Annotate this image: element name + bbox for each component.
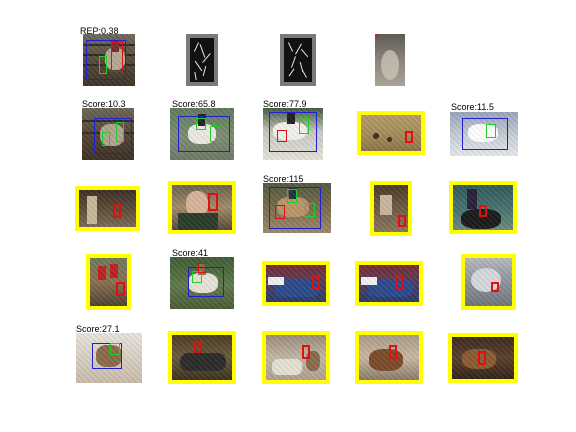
thumb-r4c2-white-horse-field [170, 257, 234, 309]
part-filter-box [116, 122, 124, 142]
thumb-r1c2-hog-root-filter [186, 34, 218, 86]
part-filter-box [299, 118, 309, 134]
part-filter-box [210, 126, 220, 142]
thumb-r5c4-false-positive-dog [355, 331, 423, 384]
thumb-r4c1-false-positive-cyclists [86, 254, 131, 310]
part-filter-box [305, 203, 315, 217]
false-detection-box [479, 205, 487, 217]
thumb-r4c4-false-positive-truck [355, 261, 423, 306]
thumb-r3c5-false-positive-rider [449, 181, 517, 234]
part-filter-box [110, 343, 120, 355]
false-detection-box [113, 204, 121, 218]
thumb-r3c1-false-positive-indoor [75, 186, 140, 231]
thumb-r3c3-horse-jump [263, 183, 331, 233]
part-filter-box [275, 205, 285, 219]
thumb-r5c3-false-positive-sofa [262, 331, 330, 384]
false-detection-box [398, 215, 406, 227]
false-detection-box [395, 275, 403, 289]
root-filter-box [94, 118, 132, 154]
score-label: Score:41 [172, 248, 209, 258]
false-detection-box [389, 345, 397, 359]
false-detection-box [116, 282, 125, 296]
root-filter-box [178, 116, 230, 152]
thumb-r4c3-false-positive-truck [262, 261, 330, 306]
score-label: Score:11.5 [451, 102, 494, 112]
thumb-r5c1-horse-rider [76, 333, 142, 383]
false-detection-box [208, 193, 218, 211]
thumb-r2c5-horse-snow [450, 112, 518, 156]
part-filter-box [196, 118, 206, 130]
thumb-r1c3-hog-part-filters [280, 34, 316, 86]
thumb-r4c5-false-positive-smoke [461, 254, 516, 310]
root-filter-box [86, 40, 126, 80]
part-filter-box [111, 42, 123, 72]
root-filter-box [269, 112, 317, 152]
thumb-r1c4-deformation-model [375, 34, 405, 86]
root-filter-box [269, 187, 321, 229]
score-label: Score:115 [263, 174, 304, 184]
part-filter-box [277, 130, 287, 142]
thumb-r2c3-dressage-white-horse [263, 108, 323, 160]
root-filter-box [462, 118, 508, 150]
false-detection-box [478, 351, 486, 365]
root-filter-box [188, 267, 224, 297]
root-filter-box [92, 343, 122, 369]
part-filter-box [192, 271, 202, 283]
thumb-r1c1-horse-rider [83, 34, 135, 86]
score-label: Score:27.1 [76, 324, 120, 334]
thumb-r2c2-show-jumping [170, 108, 234, 160]
part-filter-box [287, 189, 297, 203]
part-filter-box [102, 132, 110, 146]
false-detection-box [491, 282, 499, 292]
part-filter-box [486, 124, 496, 138]
thumb-r2c1-horse-rider [82, 108, 134, 160]
score-label: Score:65.8 [172, 99, 216, 109]
false-detection-box [302, 345, 310, 359]
false-detection-box [194, 341, 202, 353]
part-filter-box [99, 56, 107, 74]
thumb-r5c2-false-positive-car [168, 331, 236, 384]
false-detection-box [312, 275, 320, 289]
ap-label: REP:0.38 [80, 26, 119, 36]
part-filter-box [198, 263, 206, 273]
false-detection-box [405, 131, 413, 143]
thumb-r3c4-false-positive-room [370, 181, 412, 236]
score-label: Score:77.9 [263, 99, 307, 109]
thumb-r3c2-false-positive-person [168, 181, 236, 234]
thumb-r5c5-false-positive-dog [448, 333, 518, 383]
thumb-r2c4-false-positive-field [357, 111, 425, 155]
score-label: Score:10.3 [82, 99, 126, 109]
